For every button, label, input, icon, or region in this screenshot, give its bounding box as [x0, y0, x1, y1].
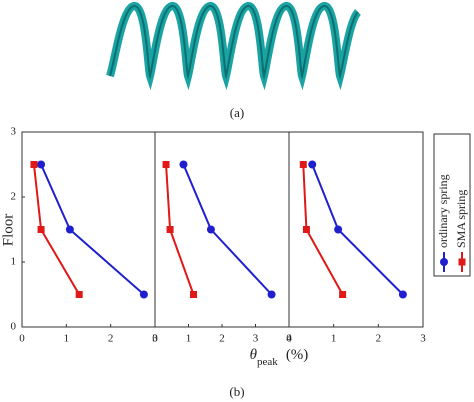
marker — [37, 160, 46, 169]
x-tick-label: 1 — [331, 333, 337, 345]
marker — [440, 258, 448, 266]
x-tick-label: 3 — [253, 333, 259, 345]
marker — [458, 258, 466, 266]
marker — [339, 291, 347, 298]
x-label-subscript: peak — [257, 356, 278, 368]
x-tick-label: 3 — [420, 333, 426, 345]
plot-frame — [288, 131, 424, 328]
legend-label: ordinary spring — [436, 174, 450, 248]
x-tick-label: 2 — [219, 333, 225, 345]
x-tick-label: 4 — [286, 333, 292, 345]
series-line — [182, 164, 273, 296]
caption: (b) — [229, 384, 244, 399]
x-tick-label: 0 — [19, 333, 25, 345]
y-axis-label: Floor — [0, 214, 16, 247]
marker — [65, 225, 74, 234]
marker — [30, 161, 38, 168]
marker — [206, 225, 215, 234]
y-tick-label: 1 — [11, 256, 17, 268]
marker — [162, 161, 170, 168]
marker — [37, 226, 45, 233]
series-line — [40, 164, 145, 296]
marker — [179, 160, 188, 169]
x-label-unit: (%) — [286, 347, 309, 363]
marker — [75, 291, 83, 298]
marker — [398, 290, 407, 299]
marker — [308, 160, 317, 169]
y-tick-label: 0 — [11, 321, 17, 333]
marker — [139, 290, 148, 299]
plot-frame — [154, 131, 290, 328]
x-axis-label: θpeak (%) — [250, 347, 309, 367]
x-tick-label: 0 — [286, 333, 292, 345]
y-tick-label: 3 — [11, 126, 17, 138]
spring-coil-shade — [109, 5, 359, 80]
spring-coil — [106, 2, 362, 91]
legend-box — [433, 133, 471, 277]
marker — [299, 161, 307, 168]
marker — [302, 226, 310, 233]
x-tick-label: 1 — [64, 333, 70, 345]
spring-image — [106, 2, 362, 91]
x-tick-label: 0 — [152, 333, 158, 345]
x-tick-label: 2 — [108, 333, 114, 345]
marker — [334, 225, 343, 234]
x-tick-label: 3 — [152, 333, 158, 345]
marker — [267, 290, 276, 299]
x-tick-label: 2 — [376, 333, 382, 345]
x-tick-label: 1 — [186, 333, 192, 345]
y-tick-label: 2 — [11, 191, 17, 203]
caption: (a) — [230, 105, 244, 120]
series-line — [311, 164, 404, 296]
legend-label: SMA spring — [454, 190, 468, 248]
x-label-symbol: θ — [250, 347, 258, 363]
marker — [166, 226, 174, 233]
marker — [190, 291, 198, 298]
